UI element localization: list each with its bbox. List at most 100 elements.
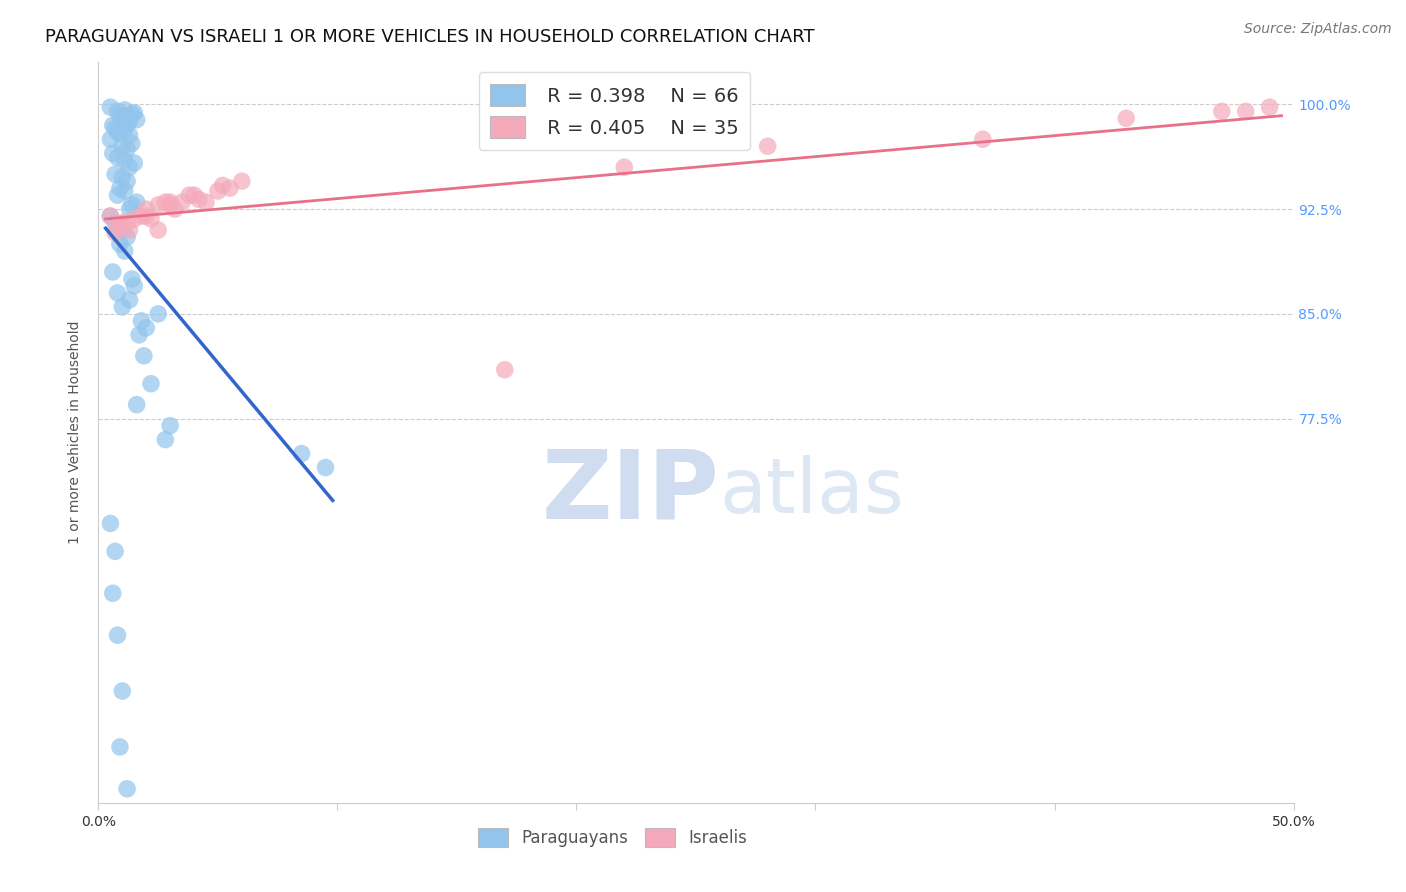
Point (114, 184, 136, 198)
Point (148, 223, 170, 237)
Point (107, 285, 129, 300)
Point (108, 127, 131, 141)
Point (155, 433, 177, 447)
Point (111, 139, 134, 153)
Point (159, 195, 181, 210)
Point (104, 226, 127, 240)
Point (125, 112, 148, 127)
Point (118, 160, 141, 174)
Point (101, 146, 124, 161)
Point (111, 169, 134, 184)
Point (148, 198, 170, 212)
Point (179, 188, 201, 202)
Point (135, 209, 157, 223)
Point (155, 195, 177, 210)
Point (101, 118, 124, 132)
Point (111, 300, 134, 314)
Point (115, 230, 138, 244)
Point (183, 188, 205, 202)
Point (115, 142, 138, 156)
Text: Source: ZipAtlas.com: Source: ZipAtlas.com (1244, 22, 1392, 37)
Point (121, 136, 143, 151)
Point (108, 237, 131, 252)
Point (111, 216, 134, 230)
Point (118, 202, 141, 216)
Text: ZIP: ZIP (541, 445, 720, 539)
Point (172, 195, 194, 210)
Point (1258, 100, 1281, 114)
Point (115, 117, 138, 131)
Y-axis label: 1 or more Vehicles in Household: 1 or more Vehicles in Household (69, 321, 83, 544)
Point (111, 216, 134, 230)
Point (118, 293, 141, 307)
Point (125, 398, 148, 412)
Point (131, 209, 153, 223)
Text: PARAGUAYAN VS ISRAELI 1 OR MORE VEHICLES IN HOUSEHOLD CORRELATION CHART: PARAGUAYAN VS ISRAELI 1 OR MORE VEHICLES… (45, 28, 814, 45)
Point (98, 209, 122, 223)
Legend: Paraguayans, Israelis: Paraguayans, Israelis (471, 822, 754, 854)
Point (101, 586, 124, 600)
Point (104, 167, 127, 181)
Point (187, 192, 209, 206)
Point (139, 211, 162, 226)
Point (98, 516, 122, 531)
Point (135, 321, 157, 335)
Point (107, 104, 129, 119)
Point (972, 132, 994, 146)
Point (207, 184, 229, 198)
Point (104, 121, 127, 136)
Point (159, 418, 181, 433)
Point (114, 103, 136, 117)
Point (115, 781, 138, 796)
Point (114, 153, 136, 168)
Point (121, 272, 143, 286)
Point (118, 114, 141, 128)
Point (613, 160, 636, 174)
Point (115, 216, 138, 230)
Point (98, 209, 122, 223)
Point (118, 223, 141, 237)
Point (1115, 112, 1137, 126)
Point (121, 198, 143, 212)
Point (1211, 104, 1233, 119)
Point (124, 105, 146, 120)
Point (132, 349, 155, 363)
Point (104, 544, 127, 558)
Point (219, 181, 242, 195)
Point (107, 125, 129, 139)
Point (98, 132, 122, 146)
Point (107, 150, 129, 164)
Point (111, 223, 134, 237)
Point (756, 139, 779, 153)
Point (108, 181, 131, 195)
Point (315, 460, 337, 475)
Point (115, 174, 138, 188)
Point (159, 198, 181, 212)
Point (124, 279, 146, 293)
Text: atlas: atlas (720, 455, 904, 529)
Point (107, 188, 129, 202)
Point (108, 739, 131, 754)
Point (115, 112, 138, 126)
Point (101, 265, 124, 279)
Point (111, 684, 134, 698)
Point (135, 202, 157, 216)
Point (125, 195, 148, 210)
Point (107, 628, 129, 642)
Point (128, 327, 150, 342)
Point (1234, 104, 1257, 119)
Point (108, 110, 131, 124)
Point (494, 363, 516, 377)
Point (118, 128, 141, 142)
Point (107, 220, 129, 235)
Point (114, 122, 136, 136)
Point (139, 376, 162, 391)
Point (163, 202, 186, 216)
Point (211, 178, 233, 193)
Point (111, 109, 134, 123)
Point (104, 216, 127, 230)
Point (111, 115, 134, 129)
Point (114, 244, 136, 258)
Point (124, 211, 146, 226)
Point (195, 195, 218, 210)
